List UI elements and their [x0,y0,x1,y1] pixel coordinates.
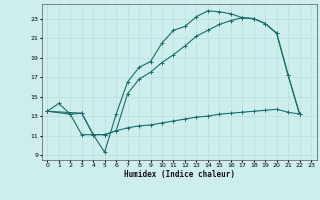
X-axis label: Humidex (Indice chaleur): Humidex (Indice chaleur) [124,170,235,179]
